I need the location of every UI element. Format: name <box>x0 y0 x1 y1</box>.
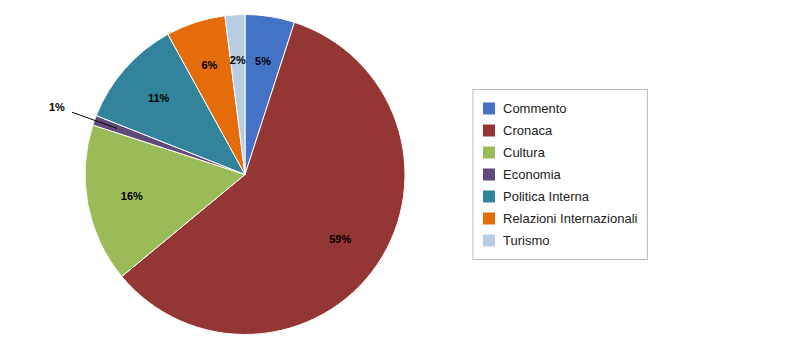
legend-item: Cultura <box>483 145 546 160</box>
legend-item: Cronaca <box>483 123 553 138</box>
legend-swatch <box>483 147 495 159</box>
leader-line <box>72 112 117 128</box>
legend-swatch <box>483 235 495 247</box>
legend-label: Turismo <box>503 233 549 248</box>
data-label: 16% <box>121 190 143 202</box>
legend-item: Relazioni Internazionali <box>483 211 638 226</box>
legend-swatch <box>483 103 495 115</box>
legend: Commento Cronaca Cultura Economia Politica I… <box>473 90 647 260</box>
legend-item: Politica Interna <box>483 189 590 204</box>
legend-swatch <box>483 125 495 137</box>
pie <box>85 14 405 334</box>
legend-label: Cronaca <box>503 123 553 138</box>
data-label: 1% <box>49 101 65 113</box>
legend-label: Cultura <box>503 145 546 160</box>
data-label: 59% <box>329 233 351 245</box>
legend-item: Turismo <box>483 233 549 248</box>
legend-swatch <box>483 213 495 225</box>
data-label: 5% <box>255 55 271 67</box>
data-label: 6% <box>201 59 217 71</box>
legend-label: Relazioni Internazionali <box>503 211 638 226</box>
legend-label: Politica Interna <box>503 189 590 204</box>
legend-label: Economia <box>503 167 562 182</box>
pie-slice <box>225 15 245 175</box>
legend-frame <box>473 90 647 260</box>
legend-item: Commento <box>483 101 567 116</box>
chart-root: 5% 59% 16% 1% 11% 6% 2% Commento Cronaca Cultura E… <box>0 0 800 349</box>
legend-swatch <box>483 169 495 181</box>
data-label: 11% <box>148 92 170 104</box>
legend-label: Commento <box>503 101 567 116</box>
data-label: 2% <box>230 54 246 66</box>
data-labels: 5% 59% 16% 1% 11% 6% 2% <box>49 54 352 246</box>
legend-item: Economia <box>483 167 562 182</box>
legend-swatch <box>483 191 495 203</box>
